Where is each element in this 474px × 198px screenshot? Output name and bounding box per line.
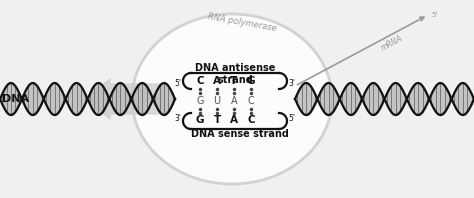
Text: RNA polymerase: RNA polymerase (207, 12, 277, 33)
Text: 3': 3' (289, 79, 295, 88)
Text: A: A (213, 76, 221, 86)
Text: mRNA: mRNA (379, 33, 404, 52)
Text: A: A (231, 96, 237, 106)
Text: T: T (230, 76, 237, 86)
Text: 5': 5' (289, 114, 295, 123)
Text: T: T (213, 115, 220, 125)
Text: C: C (196, 76, 204, 86)
Text: G: G (196, 96, 204, 106)
Text: A: A (230, 115, 238, 125)
Text: U: U (213, 96, 220, 106)
Text: DNA: DNA (2, 94, 29, 104)
Text: G: G (247, 76, 255, 86)
FancyArrow shape (85, 79, 165, 119)
Text: G: G (196, 115, 204, 125)
Text: 5': 5' (431, 12, 437, 18)
Text: DNA sense strand: DNA sense strand (191, 129, 289, 139)
Text: C: C (247, 96, 255, 106)
Text: C: C (247, 115, 255, 125)
Text: DNA antisense
strand: DNA antisense strand (195, 63, 275, 85)
Text: 3': 3' (174, 114, 182, 123)
Text: 5': 5' (174, 79, 182, 88)
Ellipse shape (132, 14, 332, 184)
